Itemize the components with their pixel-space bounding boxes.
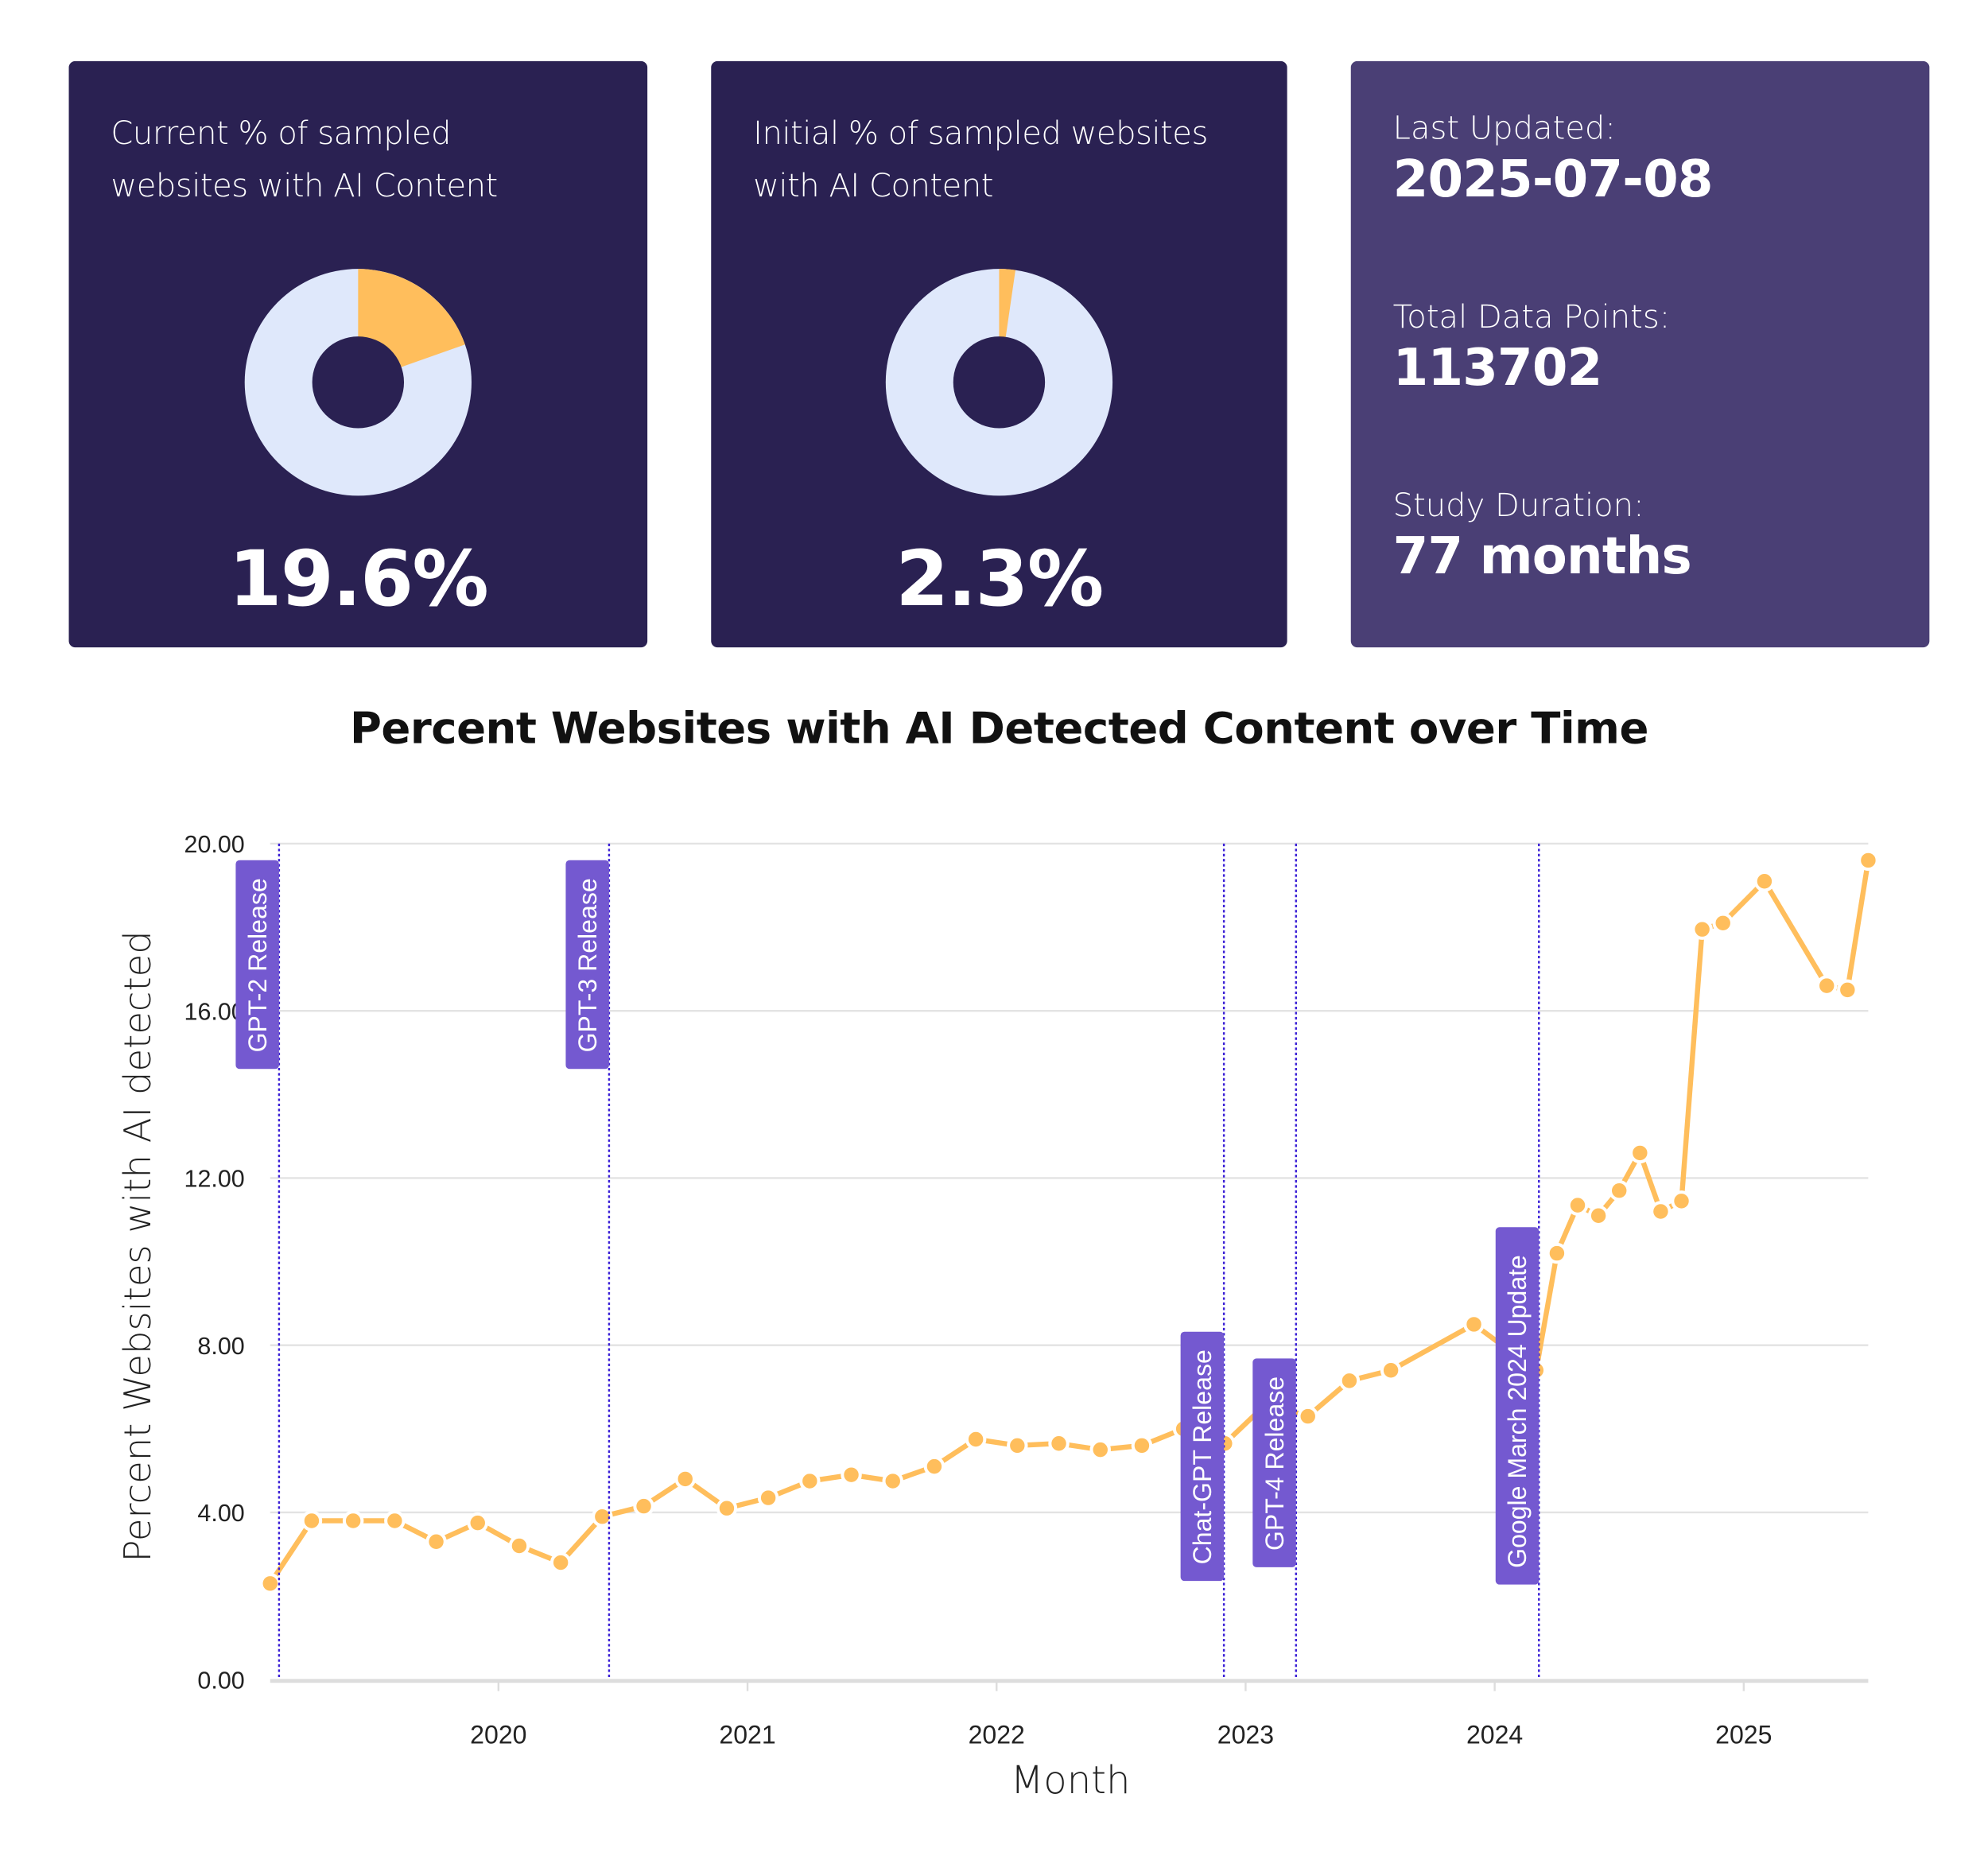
data-point — [549, 1551, 572, 1574]
x-tick-label: 2023 — [1217, 1720, 1274, 1749]
data-point — [1587, 1205, 1609, 1226]
data-point — [1858, 849, 1879, 872]
card-title-line: Current % of sampled — [111, 115, 451, 152]
series-line — [268, 860, 1871, 1586]
data-point — [757, 1487, 779, 1508]
data-point — [1048, 1433, 1070, 1454]
card-title-line: with AI Content — [753, 166, 993, 204]
event-label: Chat-GPT Release — [1188, 1349, 1217, 1564]
data-point — [1380, 1360, 1402, 1381]
event-label-box — [1495, 1227, 1540, 1585]
data-point — [1815, 975, 1838, 996]
y-tick-label: 12.00 — [184, 1166, 245, 1193]
data-point — [1525, 1360, 1547, 1381]
data-point — [1089, 1439, 1111, 1461]
event-label: GPT-4 Release — [1260, 1376, 1289, 1551]
initial-donut-chart — [885, 269, 1113, 496]
y-tick-label: 20.00 — [184, 831, 245, 858]
x-tick-label: 2024 — [1466, 1720, 1523, 1749]
y-tick-label: 4.00 — [197, 1500, 244, 1527]
last-updated-label: Last Updated: — [1392, 109, 1616, 147]
data-point — [1650, 1201, 1672, 1222]
y-tick-label: 16.00 — [184, 998, 245, 1025]
data-point — [1256, 1393, 1277, 1415]
study-duration-label: Study Duration: — [1392, 487, 1644, 524]
x-tick-label: 2025 — [1715, 1720, 1772, 1749]
current-donut-chart — [244, 269, 472, 496]
data-point — [342, 1510, 364, 1532]
event-label-box — [565, 860, 609, 1070]
card-title: Initial % of sampled websites with AI Con… — [753, 107, 1208, 212]
study-duration-value: 77 months — [1392, 527, 1692, 587]
data-point — [508, 1535, 530, 1557]
data-point — [1671, 1190, 1692, 1212]
event-label: Google March 2024 Update — [1503, 1255, 1532, 1568]
donut-hole — [312, 336, 405, 429]
data-point — [965, 1428, 987, 1450]
donut-hole — [953, 336, 1046, 429]
data-point — [1837, 979, 1858, 1001]
x-axis-title: Month — [1011, 1758, 1131, 1803]
data-point — [1297, 1405, 1318, 1427]
data-point — [259, 1573, 281, 1594]
y-axis-title: Percent Websites with AI detected — [116, 930, 159, 1562]
event-label: GPT-2 Release — [243, 878, 272, 1052]
data-point — [592, 1506, 613, 1528]
data-point — [882, 1470, 903, 1492]
x-tick-label: 2022 — [969, 1720, 1025, 1749]
data-point — [384, 1510, 406, 1532]
data-point — [716, 1497, 738, 1519]
card-title-line: websites with AI Content — [111, 166, 498, 204]
card-title: Current % of sampled websites with AI Con… — [111, 107, 498, 212]
data-point — [841, 1464, 862, 1485]
data-point — [467, 1512, 488, 1534]
x-tick-label: 2021 — [719, 1720, 775, 1749]
stats-card: Last Updated: 2025-07-08 Total Data Poin… — [1350, 60, 1930, 648]
data-point — [301, 1510, 323, 1532]
last-updated-value: 2025-07-08 — [1392, 150, 1714, 209]
chart-title: Percent Websites with AI Detected Conten… — [349, 703, 1648, 755]
x-tick-label: 2020 — [470, 1720, 526, 1749]
y-tick-label: 8.00 — [197, 1333, 244, 1360]
data-point — [1567, 1194, 1589, 1216]
data-point — [923, 1455, 945, 1477]
data-point — [674, 1468, 696, 1490]
data-point — [1712, 912, 1734, 934]
data-point — [799, 1470, 821, 1492]
event-label-box — [1252, 1358, 1296, 1567]
data-point — [1172, 1418, 1194, 1440]
data-point — [1007, 1435, 1028, 1457]
total-data-points-label: Total Data Points: — [1392, 298, 1671, 336]
data-point — [1629, 1142, 1651, 1164]
event-label-box — [235, 860, 279, 1070]
initial-percent-value: 2.3% — [895, 535, 1104, 625]
data-point — [633, 1495, 654, 1517]
data-point — [1131, 1435, 1153, 1457]
data-point — [1608, 1179, 1630, 1202]
event-label-box — [1180, 1331, 1225, 1582]
total-data-points-value: 113702 — [1392, 339, 1603, 398]
data-point — [425, 1531, 447, 1552]
current-percent-card: Current % of sampled websites with AI Con… — [68, 60, 648, 648]
data-point — [1691, 918, 1713, 940]
card-title-line: Initial % of sampled websites — [753, 115, 1208, 152]
y-tick-label: 0.00 — [197, 1667, 244, 1694]
data-point — [1338, 1370, 1361, 1392]
data-point — [1214, 1433, 1236, 1454]
current-percent-value: 19.6% — [228, 535, 489, 625]
data-point — [1546, 1242, 1568, 1264]
data-point — [1463, 1314, 1485, 1335]
initial-percent-card: Initial % of sampled websites with AI Con… — [711, 60, 1287, 648]
event-label: GPT-3 Release — [573, 878, 602, 1052]
data-point — [1753, 871, 1776, 892]
